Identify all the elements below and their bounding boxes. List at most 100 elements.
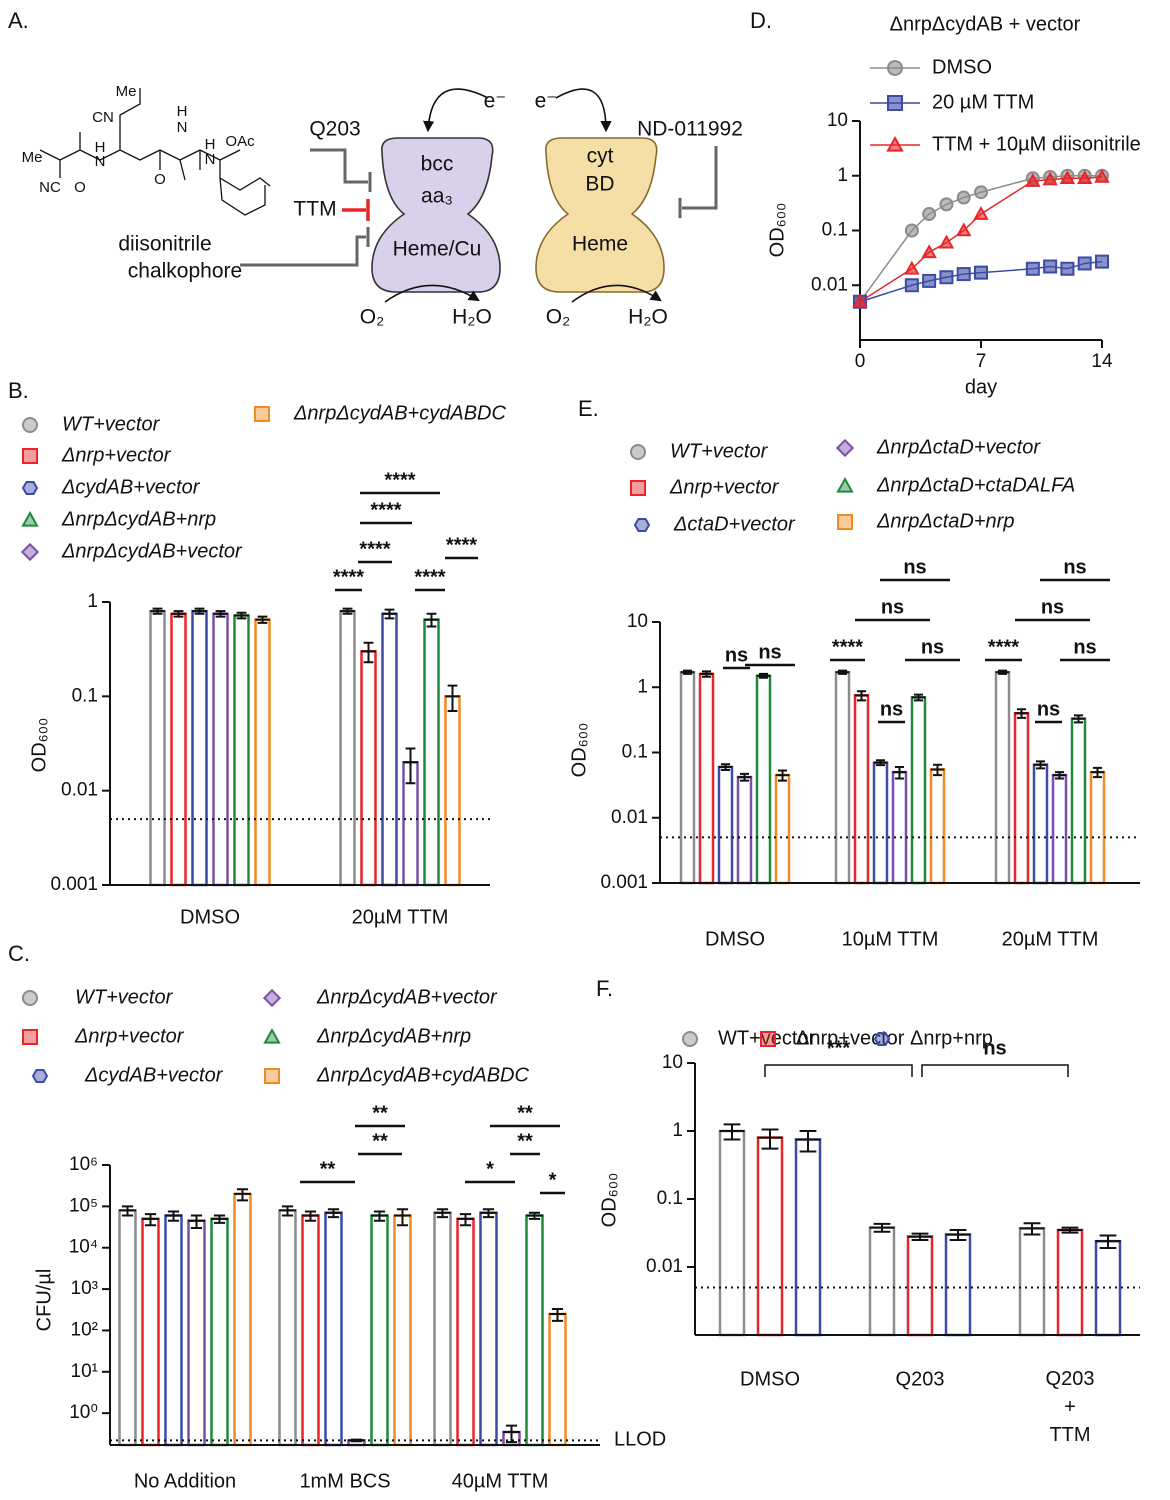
error-bar xyxy=(213,610,228,618)
error-bar xyxy=(1019,1222,1045,1236)
legend-label: TTM + 10µM diisonitrile xyxy=(932,133,1141,155)
error-bar xyxy=(795,1130,821,1153)
error-bar xyxy=(854,690,869,702)
y-tick-label: 1 xyxy=(87,591,98,612)
electron-arrow xyxy=(555,88,612,133)
legend-marker xyxy=(254,406,270,422)
bar xyxy=(525,1214,544,1447)
data-point xyxy=(1095,254,1109,269)
error-bar xyxy=(457,1213,474,1227)
legend-label: ΔnrpΔcydAB+nrp xyxy=(316,1025,471,1047)
significance-label: **** xyxy=(359,538,390,560)
significance-label: ns xyxy=(983,1037,1006,1059)
legend-marker xyxy=(887,95,903,111)
data-point xyxy=(904,278,919,293)
significance-label: ** xyxy=(517,1130,533,1152)
data-point xyxy=(1060,261,1075,276)
legend-marker xyxy=(22,417,38,433)
significance-label: ** xyxy=(517,1102,533,1124)
chart-title: ΔnrpΔcydAB + vector xyxy=(890,13,1081,35)
y-tick-label: 1 xyxy=(837,165,848,186)
error-bar xyxy=(756,672,771,679)
error-bar xyxy=(835,669,850,675)
bar xyxy=(755,674,772,885)
error-bar xyxy=(171,610,186,618)
data-point xyxy=(1077,256,1092,271)
bar xyxy=(868,1226,896,1337)
data-point xyxy=(973,205,989,220)
bar xyxy=(118,1209,137,1447)
diagram-label: Me xyxy=(116,83,137,100)
diagram-label: H₂O xyxy=(452,306,492,329)
error-bar xyxy=(503,1424,520,1444)
error-bar xyxy=(1095,1234,1121,1250)
significance-label: **** xyxy=(988,636,1019,658)
legend-label: 20 µM TTM xyxy=(932,91,1034,113)
diagram-shapes xyxy=(39,88,718,303)
error-bar xyxy=(775,769,790,782)
bar xyxy=(929,768,946,885)
bar xyxy=(444,695,461,887)
legend-label: ΔnrpΔctaD+vector xyxy=(876,436,1041,458)
significance-label: ns xyxy=(903,556,926,578)
bar xyxy=(756,1136,784,1337)
error-bar xyxy=(119,1205,136,1217)
error-bar xyxy=(911,693,926,702)
significance-label: **** xyxy=(384,469,415,491)
error-bar xyxy=(302,1210,319,1222)
diagram-label: diisonitrile xyxy=(118,233,211,256)
bar xyxy=(736,775,753,885)
error-bar xyxy=(869,1222,895,1233)
y-axis-label: OD₆₀₀ xyxy=(568,723,590,778)
inhibition-line xyxy=(310,148,372,192)
error-bar xyxy=(1052,771,1067,780)
legend-label: ΔnrpΔcydAB+cydABDC xyxy=(316,1064,529,1086)
legend-label: ΔnrpΔctaD+nrp xyxy=(876,510,1014,532)
x-tick-label: DMSO xyxy=(180,906,240,928)
diagram-label: ND-011992 xyxy=(637,118,743,141)
error-bar xyxy=(279,1205,296,1217)
error-bar xyxy=(480,1208,497,1219)
panel-label: E. xyxy=(578,396,599,421)
error-bar xyxy=(719,1123,745,1141)
bar xyxy=(433,1211,452,1447)
y-tick-label: 0.01 xyxy=(646,1256,683,1277)
y-tick-label: 10⁶ xyxy=(69,1154,98,1175)
data-point xyxy=(938,234,955,249)
error-bar xyxy=(1033,760,1048,770)
legend-label: ΔnrpΔcydAB+cydABDC xyxy=(293,402,506,424)
significance-label: **** xyxy=(832,636,863,658)
diagram-label: BD xyxy=(585,173,614,196)
x-tick-label: 7 xyxy=(976,351,987,372)
bar xyxy=(301,1214,320,1447)
bar xyxy=(1013,711,1030,885)
bar xyxy=(324,1211,343,1447)
error-bar xyxy=(403,747,418,785)
bar xyxy=(1051,773,1068,885)
data-point xyxy=(922,273,937,288)
y-tick-label: 0.1 xyxy=(822,220,848,241)
diagram-label: H xyxy=(95,139,106,156)
legend-marker xyxy=(262,988,282,1008)
x-tick-label: 20µM TTM xyxy=(352,906,449,928)
legend-marker xyxy=(20,542,40,562)
significance-label: ns xyxy=(881,596,904,618)
x-tick-label: 10µM TTM xyxy=(842,928,939,950)
y-tick-label: 0.001 xyxy=(600,872,648,893)
reaction-arrow xyxy=(384,284,480,303)
y-tick-label: 0.1 xyxy=(657,1188,683,1209)
diagram-label: TTM xyxy=(293,198,336,221)
bar xyxy=(339,609,356,887)
bar xyxy=(718,1129,746,1337)
y-tick-label: 10 xyxy=(627,611,648,632)
chemical-structure xyxy=(39,88,271,216)
significance-label: ns xyxy=(921,636,944,658)
y-tick-label: 0.1 xyxy=(72,685,98,706)
panel-label: B. xyxy=(8,378,29,403)
significance-label: ** xyxy=(320,1158,336,1180)
significance-label: ns xyxy=(758,641,781,663)
bar xyxy=(794,1138,822,1337)
error-bar xyxy=(1014,708,1029,719)
electron-arrow xyxy=(423,88,489,133)
